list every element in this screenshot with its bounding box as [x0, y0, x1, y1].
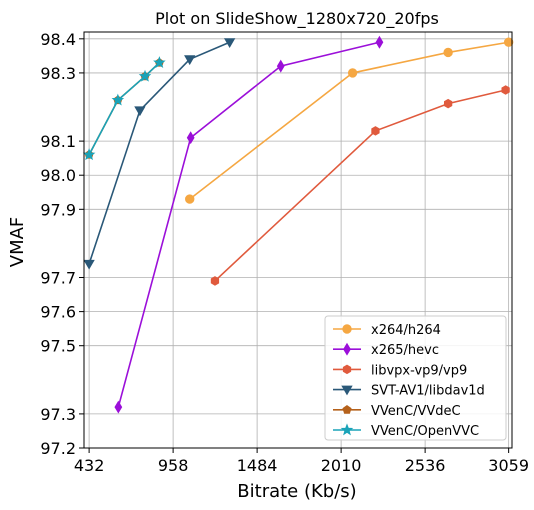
- y-axis-label: VMAF: [7, 217, 28, 268]
- series-2: [210, 85, 510, 286]
- legend-marker: [342, 404, 352, 414]
- y-tick-label: 98.0: [40, 166, 76, 185]
- chart-title: Plot on SlideShow_1280x720_20fps: [155, 9, 439, 29]
- series-4: [84, 57, 164, 159]
- series-lines: [82, 35, 514, 414]
- series-3: [83, 38, 236, 270]
- y-tick-label: 98.4: [40, 30, 76, 49]
- y-tick-label: 97.9: [40, 200, 76, 219]
- data-point: [83, 259, 95, 270]
- series-line: [117, 41, 380, 408]
- data-point: [138, 69, 152, 82]
- data-point: [443, 98, 453, 109]
- legend: x264/h264 x265/hevc libvpx-vp9/vp9 SVT-AV1/…: [324, 315, 507, 441]
- legend-marker: [341, 385, 353, 396]
- legend-box: [324, 315, 507, 441]
- legend-item: VVenC/OpenVVC: [333, 423, 479, 439]
- x-tick-label: 2010: [321, 456, 362, 475]
- data-point: [223, 38, 236, 49]
- series-line: [189, 41, 509, 200]
- data-point: [375, 35, 384, 49]
- legend-item: x264/h264: [333, 323, 441, 338]
- legend-item: libvpx-vp9/vp9: [333, 363, 467, 378]
- data-point: [153, 56, 166, 69]
- data-point: [134, 106, 146, 117]
- legend-item: SVT-AV1/libdav1d: [333, 384, 485, 399]
- series-1: [114, 35, 384, 414]
- legend-label: x264/h264: [371, 323, 441, 338]
- y-tick-label: 97.7: [40, 269, 76, 288]
- legend-label: SVT-AV1/libdav1d: [371, 384, 485, 399]
- data-point: [443, 47, 453, 58]
- plot-frame: [83, 31, 513, 449]
- legend-marker: [343, 342, 351, 356]
- series-5: [82, 56, 166, 161]
- data-point: [184, 55, 196, 66]
- legend-label: x265/hevc: [371, 343, 439, 358]
- grid-lines: [84, 32, 512, 449]
- y-tick-label: 97.2: [40, 439, 76, 458]
- y-tick-label: 97.6: [40, 303, 76, 322]
- legend-label: VVenC/VVdeC: [371, 404, 461, 419]
- data-point: [210, 276, 220, 286]
- legend-marker: [342, 324, 352, 334]
- x-tick-label: 3059: [488, 456, 529, 475]
- data-point: [503, 37, 514, 47]
- data-point: [371, 126, 380, 136]
- y-tick-label: 97.3: [40, 405, 76, 424]
- data-point: [111, 93, 125, 106]
- data-point: [347, 68, 358, 78]
- series-line: [214, 89, 506, 282]
- data-point: [186, 131, 195, 145]
- y-tick-label: 97.5: [40, 337, 76, 356]
- data-point: [501, 85, 510, 95]
- x-axis-ticks: 432 958 1484 2010 2536 3059: [74, 448, 529, 475]
- x-tick-label: 2536: [405, 456, 446, 475]
- legend-item: x265/hevc: [333, 342, 439, 358]
- x-axis-label: Bitrate (Kb/s): [237, 481, 356, 502]
- x-tick-label: 432: [74, 456, 105, 475]
- x-tick-label: 958: [158, 456, 189, 475]
- y-tick-label: 98.1: [40, 132, 76, 151]
- series-line: [88, 41, 230, 265]
- legend-marker: [340, 423, 354, 436]
- series-line: [88, 62, 160, 156]
- data-point: [185, 194, 195, 204]
- data-point: [276, 59, 285, 73]
- y-axis-ticks: 97.2 97.3 97.5 97.6 97.7 97.9 98.0 98.1 98.3 98.4: [40, 30, 84, 458]
- data-point: [114, 400, 123, 414]
- series-0: [185, 37, 514, 204]
- y-tick-label: 98.3: [40, 64, 76, 83]
- x-tick-label: 1484: [237, 456, 278, 475]
- legend-marker: [342, 364, 352, 375]
- legend-item: VVenC/VVdeC: [333, 404, 461, 419]
- legend-label: libvpx-vp9/vp9: [371, 363, 467, 378]
- legend-label: VVenC/OpenVVC: [371, 424, 479, 439]
- data-point: [82, 148, 96, 161]
